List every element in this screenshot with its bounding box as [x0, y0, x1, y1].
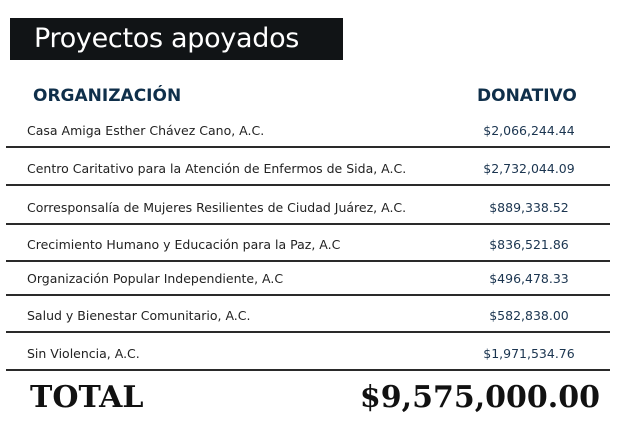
organization-name: Crecimiento Humano y Educación para la P…: [27, 237, 341, 252]
donation-amount: $2,732,044.09: [483, 161, 575, 176]
total-value: $9,575,000.00: [359, 380, 600, 415]
donation-amount: $2,066,244.44: [483, 123, 575, 138]
table-row: Organización Popular Independiente, A.C $…: [6, 256, 610, 296]
total-label: TOTAL: [30, 380, 144, 415]
table-row: Corresponsalía de Mujeres Resilientes de…: [6, 185, 610, 225]
organization-name: Corresponsalía de Mujeres Resilientes de…: [27, 200, 407, 215]
organization-name: Centro Caritativo para la Atención de En…: [27, 161, 407, 176]
donation-amount: $1,971,534.76: [483, 346, 575, 361]
donation-amount: $582,838.00: [489, 308, 569, 323]
page-title: Proyectos apoyados: [10, 18, 343, 60]
table-row: Crecimiento Humano y Educación para la P…: [6, 222, 610, 262]
table-row: Sin Violencia, A.C. $1,971,534.76: [6, 331, 610, 371]
organization-name: Casa Amiga Esther Chávez Cano, A.C.: [27, 123, 265, 138]
table-row: Casa Amiga Esther Chávez Cano, A.C. $2,06…: [6, 108, 610, 148]
organization-name: Organización Popular Independiente, A.C: [27, 271, 284, 286]
column-header-organization: ORGANIZACIÓN: [33, 86, 182, 106]
table-row: Salud y Bienestar Comunitario, A.C. $582,…: [6, 293, 610, 333]
organization-name: Salud y Bienestar Comunitario, A.C.: [27, 308, 251, 323]
organization-name: Sin Violencia, A.C.: [27, 346, 140, 361]
donation-amount: $496,478.33: [489, 271, 569, 286]
column-header-donation: DONATIVO: [477, 86, 577, 106]
table-row: Centro Caritativo para la Atención de En…: [6, 146, 610, 186]
donation-amount: $889,338.52: [489, 200, 569, 215]
donation-amount: $836,521.86: [489, 237, 569, 252]
